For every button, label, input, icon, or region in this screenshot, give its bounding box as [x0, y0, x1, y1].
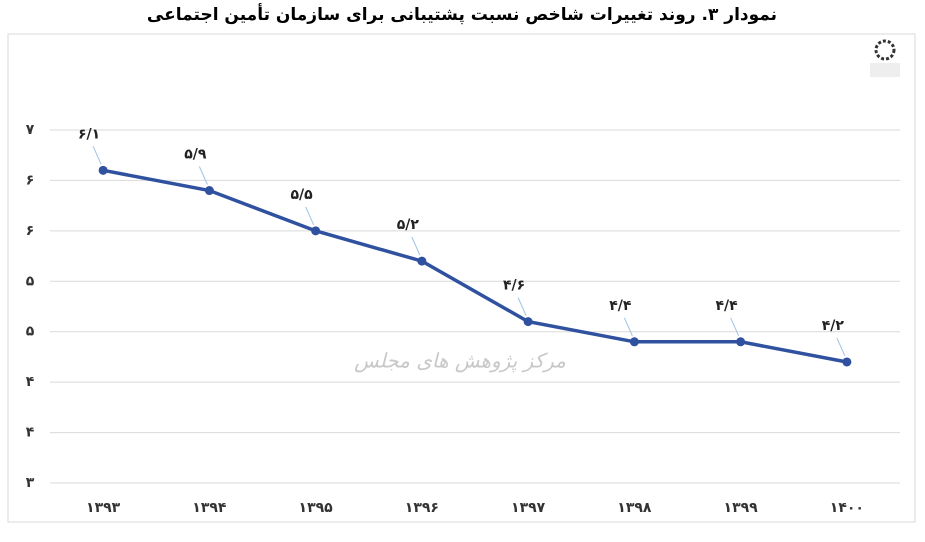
leader-line	[623, 317, 633, 337]
point	[417, 256, 427, 266]
leader-line	[305, 206, 315, 226]
value-label: ۴/۲	[822, 318, 845, 334]
value-label: ۵/۲	[397, 217, 420, 233]
value-label: ۵/۵	[291, 187, 314, 203]
value-label: ۴/۴	[609, 298, 632, 314]
point	[842, 357, 852, 367]
chart-title: نمودار ۳. روند تغییرات شاخص نسبت پشتیبان…	[147, 3, 777, 25]
x-tick-label: ۱۳۹۶	[405, 500, 439, 516]
point	[204, 186, 214, 196]
point	[98, 165, 108, 175]
value-label: ۴/۶	[503, 278, 525, 294]
value-label: ۴/۴	[716, 298, 739, 314]
line-series	[102, 168, 848, 364]
chart-frame	[7, 33, 916, 523]
leader-line	[198, 166, 208, 185]
x-tick-label: ۱۳۹۵	[299, 500, 334, 516]
leader-line	[411, 236, 421, 256]
value-label: ۶/۱	[78, 126, 100, 142]
leader-line	[730, 317, 740, 337]
leader-line	[92, 146, 102, 165]
x-tick-label: ۱۳۹۴	[192, 500, 227, 516]
point	[311, 226, 321, 236]
x-tick-label: ۱۳۹۳	[86, 500, 121, 516]
y-tick-label: ۷	[26, 122, 35, 138]
watermark: مرکز پژوهش های مجلس	[354, 349, 566, 373]
y-tick-label: ۴	[26, 374, 35, 390]
y-tick-label: ۵	[26, 324, 35, 340]
y-tick-label: ۶	[26, 172, 35, 188]
x-tick-label: ۱۴۰۰	[830, 500, 864, 516]
point	[523, 317, 533, 327]
leader-line	[836, 337, 846, 357]
y-tick-label: ۴	[26, 425, 35, 441]
point	[736, 337, 746, 347]
point	[629, 337, 639, 347]
value-label: ۵/۹	[184, 147, 207, 163]
x-tick-label: ۱۳۹۹	[724, 500, 759, 516]
y-tick-label: ۶	[26, 223, 35, 239]
y-tick-label: ۵	[26, 273, 35, 289]
x-tick-label: ۱۳۹۸	[617, 500, 652, 516]
logo	[870, 39, 900, 77]
y-tick-label: ۳	[26, 475, 35, 491]
leader-line	[517, 297, 527, 316]
x-tick-label: ۱۳۹۷	[511, 500, 546, 516]
